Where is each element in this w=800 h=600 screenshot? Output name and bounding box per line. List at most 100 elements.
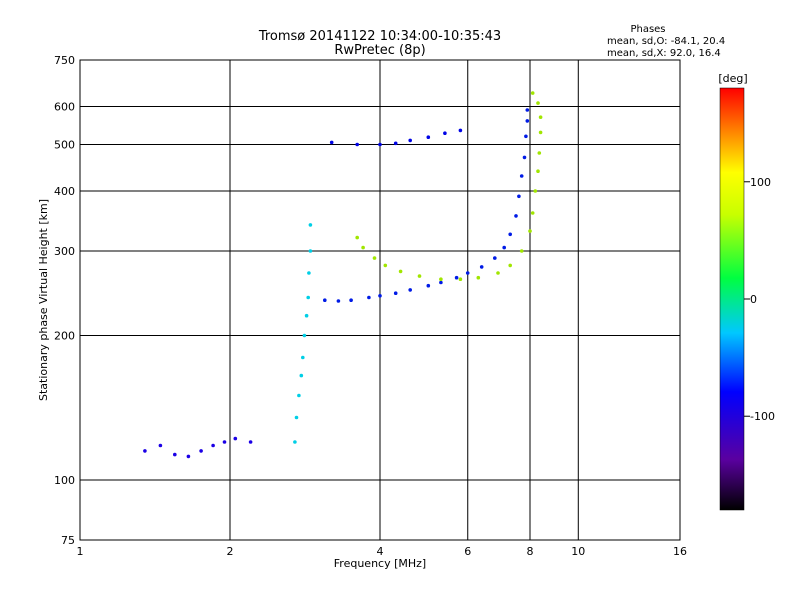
x-tick-label: 8 bbox=[527, 545, 534, 558]
data-point bbox=[355, 142, 360, 147]
data-point bbox=[465, 271, 470, 275]
data-point bbox=[493, 256, 497, 260]
stats-o-line: mean, sd,O: -84.1, 20.4 bbox=[607, 36, 725, 47]
data-point bbox=[476, 275, 481, 280]
data-point bbox=[417, 274, 422, 278]
colorbar-tick-label: 0 bbox=[750, 293, 757, 306]
data-point bbox=[199, 449, 203, 453]
data-point bbox=[306, 295, 311, 300]
data-point bbox=[426, 135, 431, 139]
data-point bbox=[293, 440, 297, 444]
data-point bbox=[408, 138, 413, 143]
data-point bbox=[454, 275, 459, 280]
y-tick-label: 200 bbox=[54, 330, 75, 343]
data-point bbox=[525, 108, 530, 112]
data-point bbox=[524, 134, 528, 139]
stats-x-line: mean, sd,X: 92.0, 16.4 bbox=[607, 48, 721, 59]
data-point bbox=[533, 189, 538, 193]
data-point bbox=[536, 101, 540, 105]
colorbar-label: [deg] bbox=[718, 72, 747, 85]
data-point bbox=[307, 271, 311, 275]
data-point bbox=[294, 415, 299, 420]
data-point bbox=[502, 245, 507, 250]
data-point bbox=[508, 232, 512, 237]
data-point bbox=[519, 174, 524, 178]
data-point bbox=[439, 277, 443, 282]
data-point bbox=[496, 271, 500, 275]
x-tick-label: 16 bbox=[673, 545, 687, 558]
data-point bbox=[408, 288, 413, 292]
data-point bbox=[222, 440, 227, 444]
y-tick-label: 400 bbox=[54, 185, 75, 198]
y-axis-label: Stationary phase Virtual Height [km] bbox=[37, 199, 50, 401]
data-point bbox=[528, 229, 532, 233]
data-point bbox=[517, 194, 521, 199]
colorbar bbox=[719, 87, 745, 511]
data-point bbox=[426, 283, 431, 288]
data-point bbox=[355, 235, 360, 240]
x-tick-label: 4 bbox=[377, 545, 384, 558]
chart-title: Tromsø 20141122 10:34:00-10:35:43 bbox=[258, 29, 501, 44]
data-point bbox=[378, 142, 382, 147]
data-point bbox=[248, 440, 253, 444]
data-point bbox=[323, 298, 327, 303]
y-tick-label: 75 bbox=[61, 534, 75, 547]
data-point bbox=[514, 214, 518, 218]
y-tick-label: 100 bbox=[54, 474, 75, 487]
data-point bbox=[393, 141, 398, 146]
data-point bbox=[186, 454, 191, 459]
data-point bbox=[302, 333, 307, 338]
data-points bbox=[143, 91, 543, 459]
x-tick-label: 2 bbox=[227, 545, 234, 558]
y-tick-label: 500 bbox=[54, 139, 75, 152]
data-point bbox=[336, 299, 341, 303]
data-point bbox=[211, 443, 215, 448]
data-point bbox=[479, 265, 484, 269]
x-axis-label: Frequency [MHz] bbox=[334, 557, 426, 570]
data-point bbox=[519, 249, 524, 253]
data-point bbox=[458, 128, 463, 133]
y-tick-label: 300 bbox=[54, 245, 75, 258]
data-point bbox=[538, 130, 543, 135]
chart-subtitle: RwPretec (8p) bbox=[334, 43, 425, 58]
data-point bbox=[299, 373, 304, 378]
data-point bbox=[536, 169, 540, 173]
data-point bbox=[383, 263, 388, 268]
data-point bbox=[158, 443, 163, 448]
data-point bbox=[308, 223, 313, 227]
data-point bbox=[530, 91, 535, 95]
data-point bbox=[297, 393, 301, 398]
colorbar-tick-label: -100 bbox=[750, 410, 775, 423]
data-point bbox=[393, 291, 398, 296]
data-point bbox=[361, 245, 365, 250]
data-point bbox=[143, 449, 147, 453]
data-point bbox=[349, 298, 353, 303]
data-point bbox=[443, 131, 447, 135]
x-tick-label: 10 bbox=[571, 545, 585, 558]
data-point bbox=[508, 263, 512, 268]
data-point bbox=[439, 280, 443, 285]
data-point bbox=[301, 355, 305, 360]
data-point bbox=[537, 151, 542, 155]
data-point bbox=[458, 277, 463, 282]
data-point bbox=[329, 140, 334, 145]
y-tick-label: 750 bbox=[54, 54, 75, 67]
data-point bbox=[173, 452, 177, 457]
data-point bbox=[233, 436, 238, 441]
colorbar-ticks: 100 0 -100 bbox=[744, 176, 775, 423]
data-point bbox=[525, 119, 530, 123]
x-tick-label: 1 bbox=[77, 545, 84, 558]
data-point bbox=[530, 211, 535, 215]
colorbar-tick-label: 100 bbox=[750, 176, 771, 189]
data-point bbox=[378, 294, 382, 298]
data-point bbox=[538, 115, 543, 119]
stats-heading: Phases bbox=[630, 24, 665, 35]
data-point bbox=[304, 313, 309, 318]
data-point bbox=[522, 155, 527, 160]
y-tick-label: 600 bbox=[54, 101, 75, 114]
data-point bbox=[398, 269, 403, 274]
axis-ticks: 1 2 4 6 8 10 16 75 100 200 300 400 500 600 750 bbox=[54, 54, 687, 558]
data-point bbox=[308, 249, 313, 253]
data-point bbox=[367, 295, 371, 300]
